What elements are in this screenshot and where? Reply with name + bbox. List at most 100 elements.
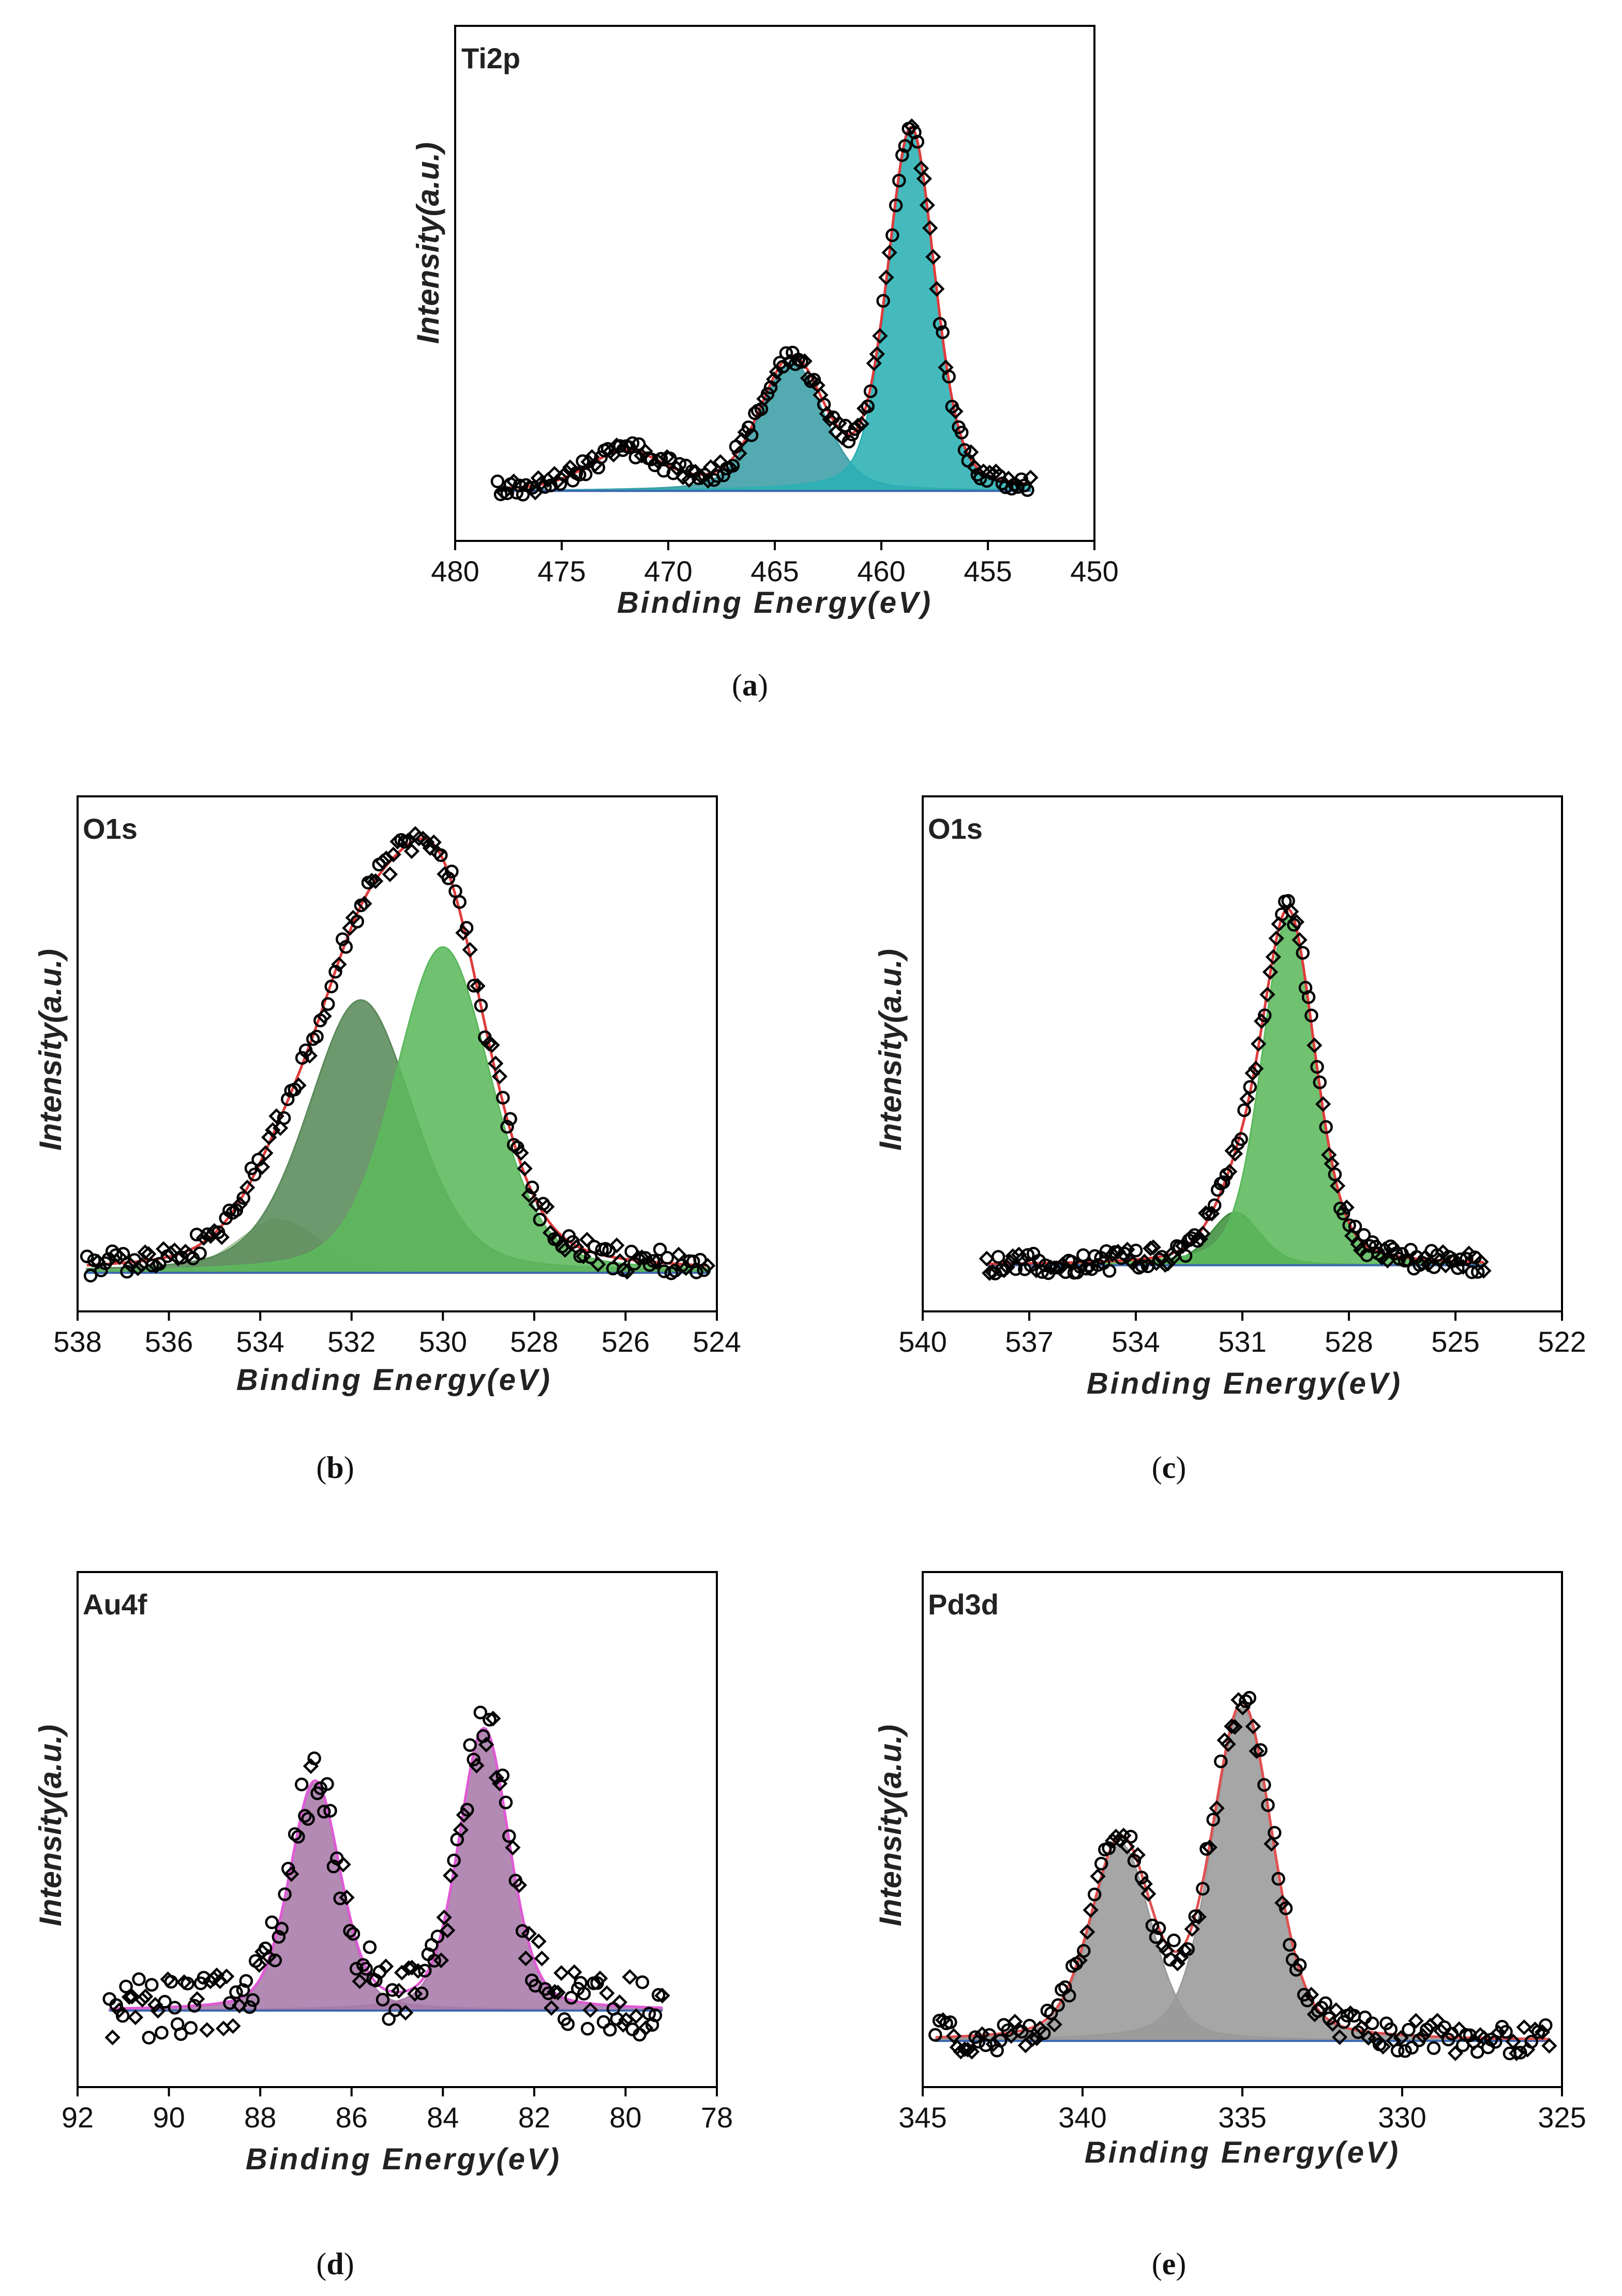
data-point (881, 245, 897, 261)
data-point (1281, 894, 1295, 908)
data-point (628, 450, 643, 464)
data-point (1491, 2025, 1507, 2041)
data-point (892, 173, 906, 188)
data-point (239, 1974, 253, 1988)
data-point (123, 1257, 139, 1273)
data-point (199, 2022, 215, 2038)
data-point (797, 353, 813, 369)
panel-c-caption: (c) (1152, 1451, 1187, 1485)
data-point (648, 2008, 663, 2022)
data-point (391, 1983, 407, 1999)
data-point (689, 1265, 703, 1279)
data-point (531, 1934, 547, 1950)
xtick-label: 525 (1431, 1325, 1479, 1358)
data-point (374, 853, 391, 869)
data-point (168, 2001, 182, 2015)
data-point (1416, 1256, 1430, 1270)
data-point (769, 364, 785, 380)
data-point (1214, 1754, 1228, 1769)
data-point (382, 866, 398, 882)
data-point (1102, 1264, 1117, 1278)
xtick-label: 455 (964, 555, 1012, 587)
data-point (403, 843, 420, 859)
xtick-label: 526 (602, 1325, 650, 1358)
data-point (474, 999, 488, 1013)
data-point (145, 1977, 159, 1992)
data-point (1145, 1239, 1161, 1256)
data-point (928, 2028, 942, 2042)
panel-d-xlabel: Binding Energy(eV) (246, 2142, 561, 2176)
data-point (352, 1973, 368, 1989)
data-point (1051, 1998, 1065, 2012)
data-point (302, 1048, 318, 1064)
xtick-label: 540 (898, 1325, 947, 1358)
data-point (499, 1795, 513, 1809)
data-point (615, 2017, 631, 2033)
data-point (109, 1998, 123, 2012)
panel-c-xlabel: Binding Energy(eV) (1087, 1367, 1402, 1400)
data-point (343, 1924, 357, 1938)
peak-component-fill (109, 1729, 663, 2012)
data-point (1415, 2028, 1431, 2044)
xtick-label: 84 (427, 2101, 459, 2134)
data-point (612, 1253, 628, 1269)
data-point (1384, 2022, 1398, 2036)
data-point (1279, 1901, 1293, 1915)
xtick-label: 480 (431, 555, 479, 587)
data-point (1259, 987, 1275, 1003)
data-point (638, 2020, 654, 2036)
data-point (1325, 2016, 1341, 2032)
panel-c-o1s: O1s Intensity(a.u.) Binding Energy(eV) 5… (873, 795, 1586, 1485)
data-point (132, 1972, 146, 1986)
data-point (609, 1237, 625, 1253)
data-point (1304, 1008, 1318, 1023)
data-point (515, 1924, 530, 1938)
data-point (148, 1258, 164, 1274)
data-point (456, 1807, 472, 1823)
panel-d-ylabel: Intensity(a.u.) (33, 1725, 68, 1926)
data-point (580, 2021, 595, 2036)
data-point (651, 1988, 666, 2002)
data-point (1242, 1690, 1256, 1705)
data-point (339, 940, 353, 954)
data-point (945, 2028, 962, 2044)
data-point (278, 1887, 292, 1901)
data-point (611, 1994, 628, 2011)
panel-c-caption-letter: c (1162, 1451, 1176, 1485)
data-point (511, 1877, 528, 1893)
data-point (1244, 1065, 1260, 1081)
data-point (1268, 930, 1284, 946)
xtick-label: 531 (1218, 1325, 1266, 1358)
data-point (430, 1929, 445, 1944)
data-point (137, 1244, 153, 1260)
data-point (385, 1983, 399, 1997)
data-point (1265, 949, 1281, 965)
data-point (385, 847, 401, 863)
data-point (1516, 2019, 1532, 2035)
data-point (1357, 1228, 1371, 1242)
data-point (1339, 1199, 1355, 1216)
data-point (229, 1985, 243, 1999)
data-point (410, 1963, 426, 1979)
data-point (281, 1862, 295, 1876)
data-point (1206, 1812, 1220, 1826)
panel-c-title: O1s (928, 812, 983, 845)
data-point (869, 346, 885, 362)
data-point (898, 139, 912, 153)
data-point (275, 1922, 289, 1936)
panel-a-ticks: 480 475 470 465 460 455 450 (431, 541, 1119, 587)
data-point (933, 317, 947, 331)
data-point (547, 1984, 563, 2000)
data-point (995, 1263, 1009, 1277)
data-point (1079, 1261, 1093, 1276)
panel-a-caption-letter: a (742, 668, 758, 702)
data-point (726, 459, 740, 473)
data-point (1408, 2013, 1424, 2029)
data-point (919, 197, 935, 213)
data-point (1262, 964, 1279, 980)
xtick-label: 80 (609, 2101, 641, 2134)
data-point (550, 1232, 566, 1248)
data-point (1148, 1255, 1164, 1271)
data-point (116, 1247, 130, 1261)
